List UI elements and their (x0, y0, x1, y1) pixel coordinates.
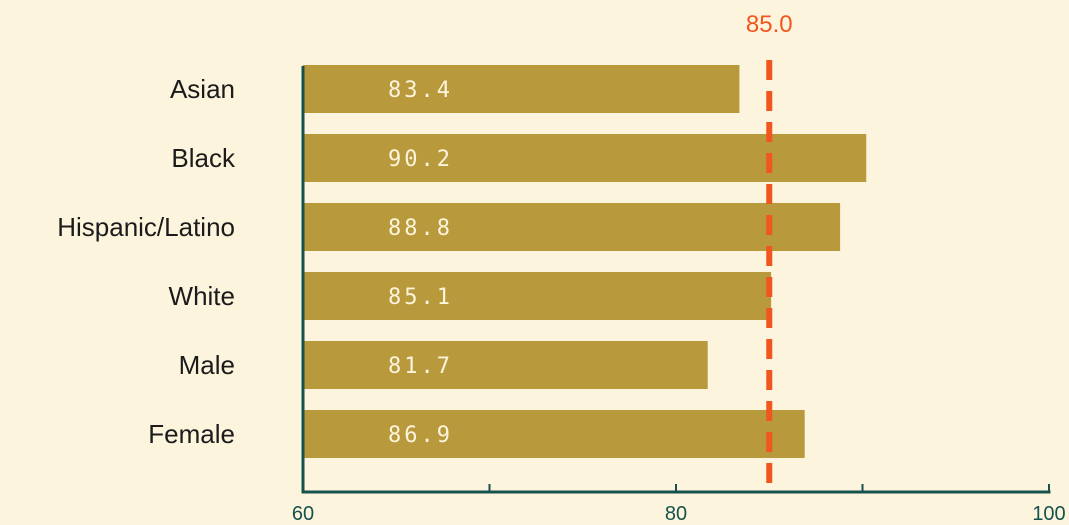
bar-male (303, 341, 708, 389)
bars-layer: 83.4 Asian 90.2 Black 88.8 Hispanic/Latino 85.… (57, 65, 867, 458)
bar-female (303, 410, 805, 458)
x-tick-label-60: 60 (292, 503, 314, 525)
category-label-male: Male (179, 350, 235, 380)
category-label-hispanic-latino: Hispanic/Latino (57, 212, 235, 242)
category-label-female: Female (148, 419, 235, 449)
category-label-white: White (169, 281, 235, 311)
value-label-asian: 83.4 (388, 78, 453, 103)
reference-line-label: 85.0 (746, 11, 793, 38)
value-label-hispanic-latino: 88.8 (388, 216, 453, 241)
axis-layer: 60 80 100 (292, 66, 1066, 525)
value-label-black: 90.2 (388, 147, 453, 172)
bar-white (303, 272, 772, 320)
value-label-white: 85.1 (388, 285, 453, 310)
reference-line-layer: 85.0 (746, 11, 793, 492)
x-tick-label-80: 80 (665, 503, 687, 525)
bar-asian (303, 65, 740, 113)
bar-black (303, 134, 867, 182)
value-label-female: 86.9 (388, 423, 453, 448)
category-label-black: Black (171, 143, 236, 173)
bar-hispanic-latino (303, 203, 841, 251)
category-label-asian: Asian (170, 74, 235, 104)
x-tick-label-100: 100 (1032, 503, 1065, 525)
value-label-male: 81.7 (388, 354, 453, 379)
